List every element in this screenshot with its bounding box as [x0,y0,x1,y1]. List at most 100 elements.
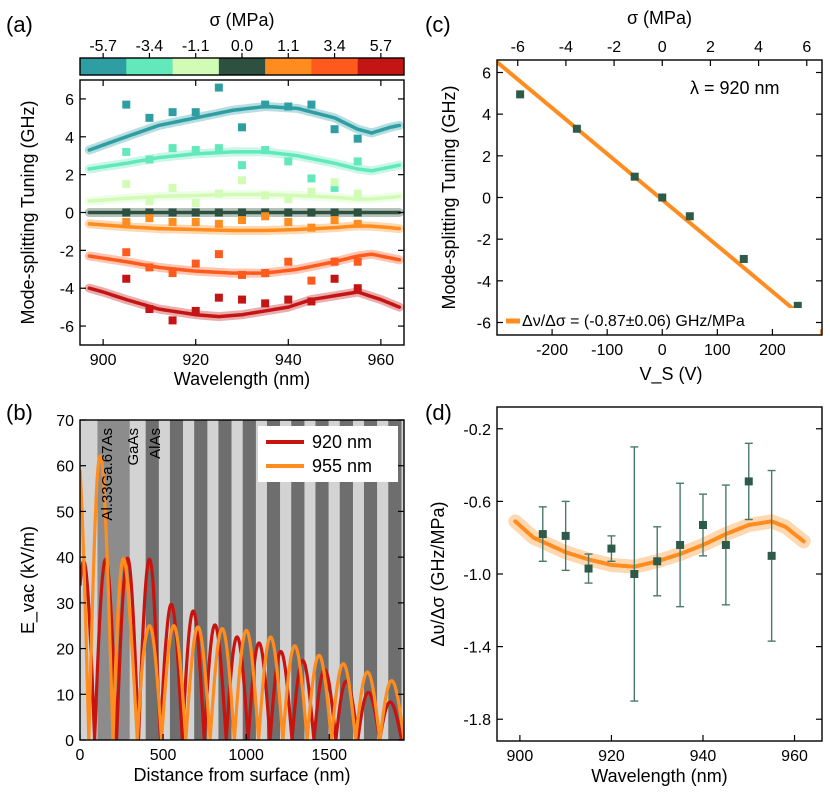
legend-box [502,308,820,334]
panel-a-x-axis-title: Wavelength (nm) [174,369,310,389]
series-1.1MPa [84,212,404,235]
data-point [261,100,270,109]
panel-c-ytick-label: -2 [477,232,491,249]
data-point [122,274,131,283]
data-point [793,301,802,310]
data-point [261,299,270,308]
data-point [653,557,662,566]
data-point [284,217,293,226]
data-point [168,316,177,325]
panel-c-xtick-label: -100 [591,342,623,359]
data-point [658,193,667,202]
panel-a-y-axis-title: Mode-splitting Tuning (GHz) [18,100,38,324]
data-point [353,257,362,266]
layer-label-algaas: Al.33Ga.67As [99,428,116,521]
data-point [307,187,316,196]
panel-d-ytick-label: -0.2 [463,422,491,439]
layer-gaas [280,420,292,740]
panel-a-xtick-label: 940 [275,352,302,369]
data-point [284,157,293,166]
panel-a-xtick-label: 900 [90,352,117,369]
colorbar-tick-label: -5.7 [89,38,117,55]
data-point [516,90,525,99]
panel-c-top-tick-label: -4 [559,39,573,56]
panel-d-x-axis-title: Wavelength (nm) [591,766,727,786]
data-point [353,189,362,198]
data-point [168,108,177,117]
data-point [168,183,177,192]
panel-a-ytick-label: 2 [65,168,74,185]
colorbar-tick-label: 5.7 [370,38,392,55]
colorbar-segment [80,58,127,75]
legend-label-955-nm: 955 nm [312,456,372,476]
legend-box [258,426,398,482]
data-point [721,540,730,549]
layer-gaas [231,420,243,740]
data-point [307,100,316,109]
panel-c-xtick-label: -200 [536,342,568,359]
panel-c-y-axis-title: Mode-splitting Tuning (GHz) [439,85,459,309]
data-point [214,208,223,217]
layer-label-alas: AlAs [147,428,164,459]
data-point [145,208,154,217]
panel-c-ytick-label: 4 [482,107,491,124]
panel-d-xtick-label: 960 [781,748,808,765]
legend-label-920-nm: 920 nm [312,432,372,452]
data-point [330,183,339,192]
data-point [191,208,200,217]
data-point [238,176,246,185]
colorbar-segment [126,58,174,75]
panel-a-stress-tuning-chart: -5.7 -3.4 -1.1 0.0 1.1 3.4 5.7 900 920 940 960 -6 -4… [18,38,405,389]
fit-curve [87,222,402,233]
data-point [353,219,362,228]
data-point [214,189,223,198]
layer-gaas [207,420,219,740]
data-point [284,195,293,204]
data-point [353,134,362,143]
panel-a-ytick-label: 0 [65,206,74,223]
data-point [214,293,223,302]
panel-c-ytick-label: -4 [477,274,491,291]
panel-d-ytick-label: -1.4 [463,640,491,657]
data-point [630,172,639,181]
layer-alas [339,420,353,740]
data-point [122,208,131,217]
panel-a-xtick-label: 960 [368,352,395,369]
colorbar-segment [172,58,220,75]
panel-b-xtick-label: 500 [150,747,177,764]
data-point [214,83,223,92]
colorbar-tick-label: 0.0 [231,38,253,55]
data-point [561,531,570,540]
data-point [122,147,131,156]
data-point [307,276,316,285]
data-point [307,297,316,306]
data-point [191,259,200,268]
panel-c-top-tick-label: -6 [511,39,525,56]
layer-alas [388,420,402,740]
panel-d-y-axis-title: Δυ/Δσ (GHz/MPa) [428,501,448,646]
panel-c-voltage-tuning-chart: Δν/Δσ = (-0.87±0.06) GHz/MPa-200 -100 0 100… [439,8,823,385]
data-point [307,208,316,217]
series--1.1MPa [84,176,404,208]
layer-gaas [328,420,340,740]
panel-b-ytick-label: 40 [56,550,74,567]
data-point [261,269,270,278]
data-point [122,180,131,189]
panel-c-ytick-label: 6 [482,66,491,83]
layer-alas [315,420,329,740]
data-point [330,274,339,283]
panel-label-a: (a) [6,12,33,37]
layer-alas [363,420,378,740]
data-point [330,178,339,187]
panel-a-xtick-label: 920 [182,352,209,369]
layer-gaas [401,420,404,740]
panel-b-xtick-label: 0 [76,747,85,764]
data-point [284,257,293,266]
data-point [214,144,223,153]
panel-d-frame [496,406,823,742]
data-point [168,269,177,278]
colorbar-tick-label: 1.1 [277,38,299,55]
data-point [122,217,131,226]
series-3.4MPa [84,248,404,285]
